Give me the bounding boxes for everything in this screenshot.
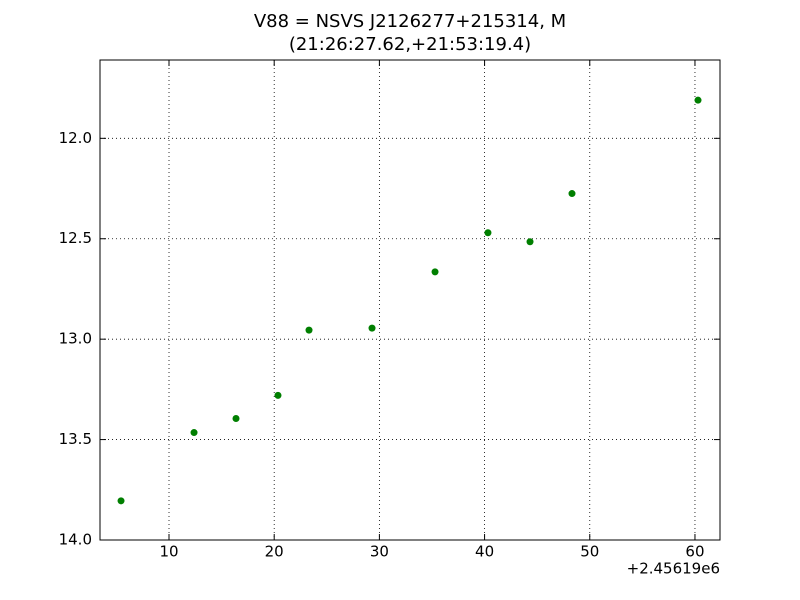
y-tick-label: 12.5 bbox=[59, 229, 92, 247]
data-point bbox=[232, 414, 240, 422]
data-point bbox=[117, 497, 125, 505]
data-point bbox=[526, 238, 534, 246]
data-point bbox=[568, 190, 576, 198]
plot-frame bbox=[99, 59, 721, 541]
data-point bbox=[274, 391, 282, 399]
chart-title: V88 = NSVS J2126277+215314, M bbox=[254, 11, 566, 32]
x-tick-label: 30 bbox=[370, 543, 389, 561]
data-point bbox=[190, 429, 198, 437]
chart-title: (21:26:27.62,+21:53:19.4) bbox=[289, 34, 531, 55]
y-tick-label: 13.5 bbox=[59, 430, 92, 448]
y-tick-label: 12.0 bbox=[59, 129, 92, 147]
data-point bbox=[368, 324, 376, 332]
x-tick-label: 40 bbox=[475, 543, 494, 561]
data-point bbox=[484, 229, 492, 237]
x-tick-label: 50 bbox=[580, 543, 599, 561]
x-tick-label: 10 bbox=[159, 543, 178, 561]
x-tick-label: 60 bbox=[685, 543, 704, 561]
data-point bbox=[431, 268, 439, 276]
x-offset-label: +2.45619e6 bbox=[627, 560, 720, 578]
data-point bbox=[694, 96, 702, 104]
y-tick-label: 13.0 bbox=[59, 330, 92, 348]
data-point bbox=[305, 326, 313, 334]
x-tick-label: 20 bbox=[265, 543, 284, 561]
y-tick-label: 14.0 bbox=[59, 531, 92, 549]
